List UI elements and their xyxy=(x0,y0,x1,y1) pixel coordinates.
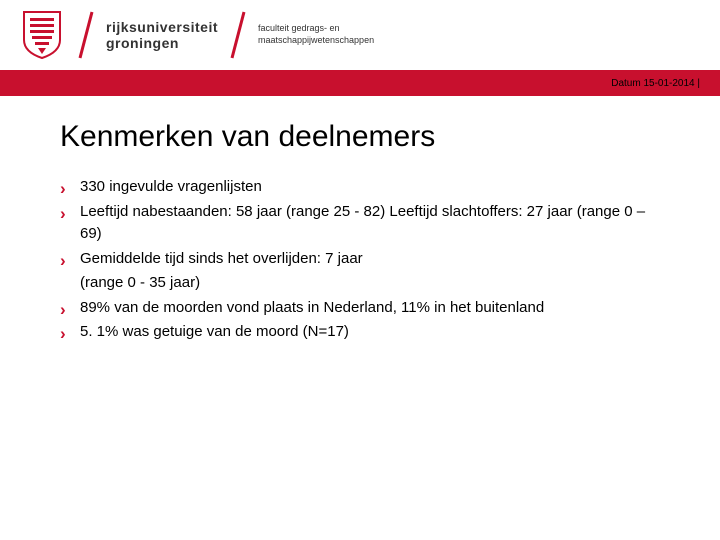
list-item: 330 ingevulde vragenlijsten xyxy=(60,176,660,199)
slide-header: rijksuniversiteit groningen faculteit ge… xyxy=(0,0,720,70)
slash-left-icon xyxy=(76,10,96,60)
red-bar: Datum 15-01-2014 | xyxy=(0,70,720,96)
list-item: 89% van de moorden vond plaats in Nederl… xyxy=(60,297,660,320)
list-item: Leeftijd nabestaanden: 58 jaar (range 25… xyxy=(60,201,660,246)
faculty-line2: maatschappijwetenschappen xyxy=(258,35,374,47)
university-name-top: rijksuniversiteit xyxy=(106,19,218,35)
faculty-label: faculteit gedrags- en maatschappijwetens… xyxy=(258,23,374,46)
list-item: 5. 1% was getuige van de moord (N=17) xyxy=(60,321,660,344)
university-crest-icon xyxy=(20,10,64,60)
list-item: (range 0 - 35 jaar) xyxy=(60,272,660,295)
date-label: Datum 15-01-2014 | xyxy=(611,78,700,89)
slide-content: Kenmerken van deelnemers 330 ingevulde v… xyxy=(0,96,720,344)
bullet-list: 330 ingevulde vragenlijsten Leeftijd nab… xyxy=(60,176,660,344)
list-item: Gemiddelde tijd sinds het overlijden: 7 … xyxy=(60,248,660,271)
slash-right-icon xyxy=(228,10,248,60)
university-name: rijksuniversiteit groningen xyxy=(106,19,218,51)
faculty-line1: faculteit gedrags- en xyxy=(258,23,374,35)
university-name-bottom: groningen xyxy=(106,35,218,51)
slide-title: Kenmerken van deelnemers xyxy=(60,120,660,154)
